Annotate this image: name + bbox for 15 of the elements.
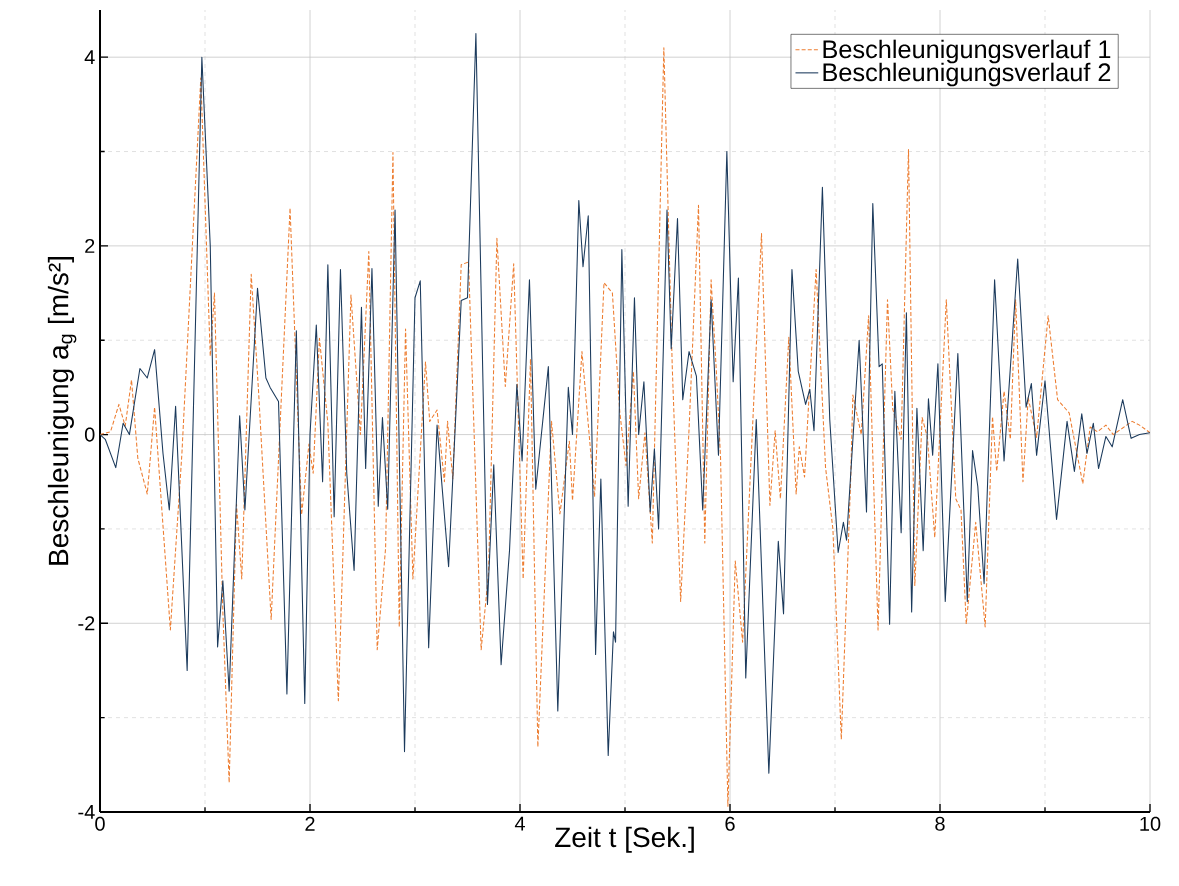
y-tick-label: 0 [84, 427, 95, 442]
x-tick-label: 6 [725, 816, 735, 831]
legend-label: Beschleunigungsverlauf 2 [823, 62, 1111, 87]
x-tick-label: 8 [935, 816, 945, 831]
x-tick-label: 0 [95, 816, 105, 831]
y-tick-label: -4 [78, 805, 95, 819]
y-tick-label: -2 [78, 616, 95, 631]
x-axis-title: Zeit t [Sek.] [555, 826, 694, 853]
x-tick-label: 2 [305, 816, 315, 831]
y-axis-title: Beschleunigung a$_{g}$ [m/s²] [47, 257, 77, 565]
y-tick-label: 4 [84, 50, 95, 65]
x-tick-label: 4 [514, 816, 525, 831]
y-tick-label: 2 [85, 238, 95, 253]
x-tick-label: 10 [1140, 816, 1161, 831]
legend-label: Beschleunigungsverlauf 1 [823, 39, 1111, 64]
